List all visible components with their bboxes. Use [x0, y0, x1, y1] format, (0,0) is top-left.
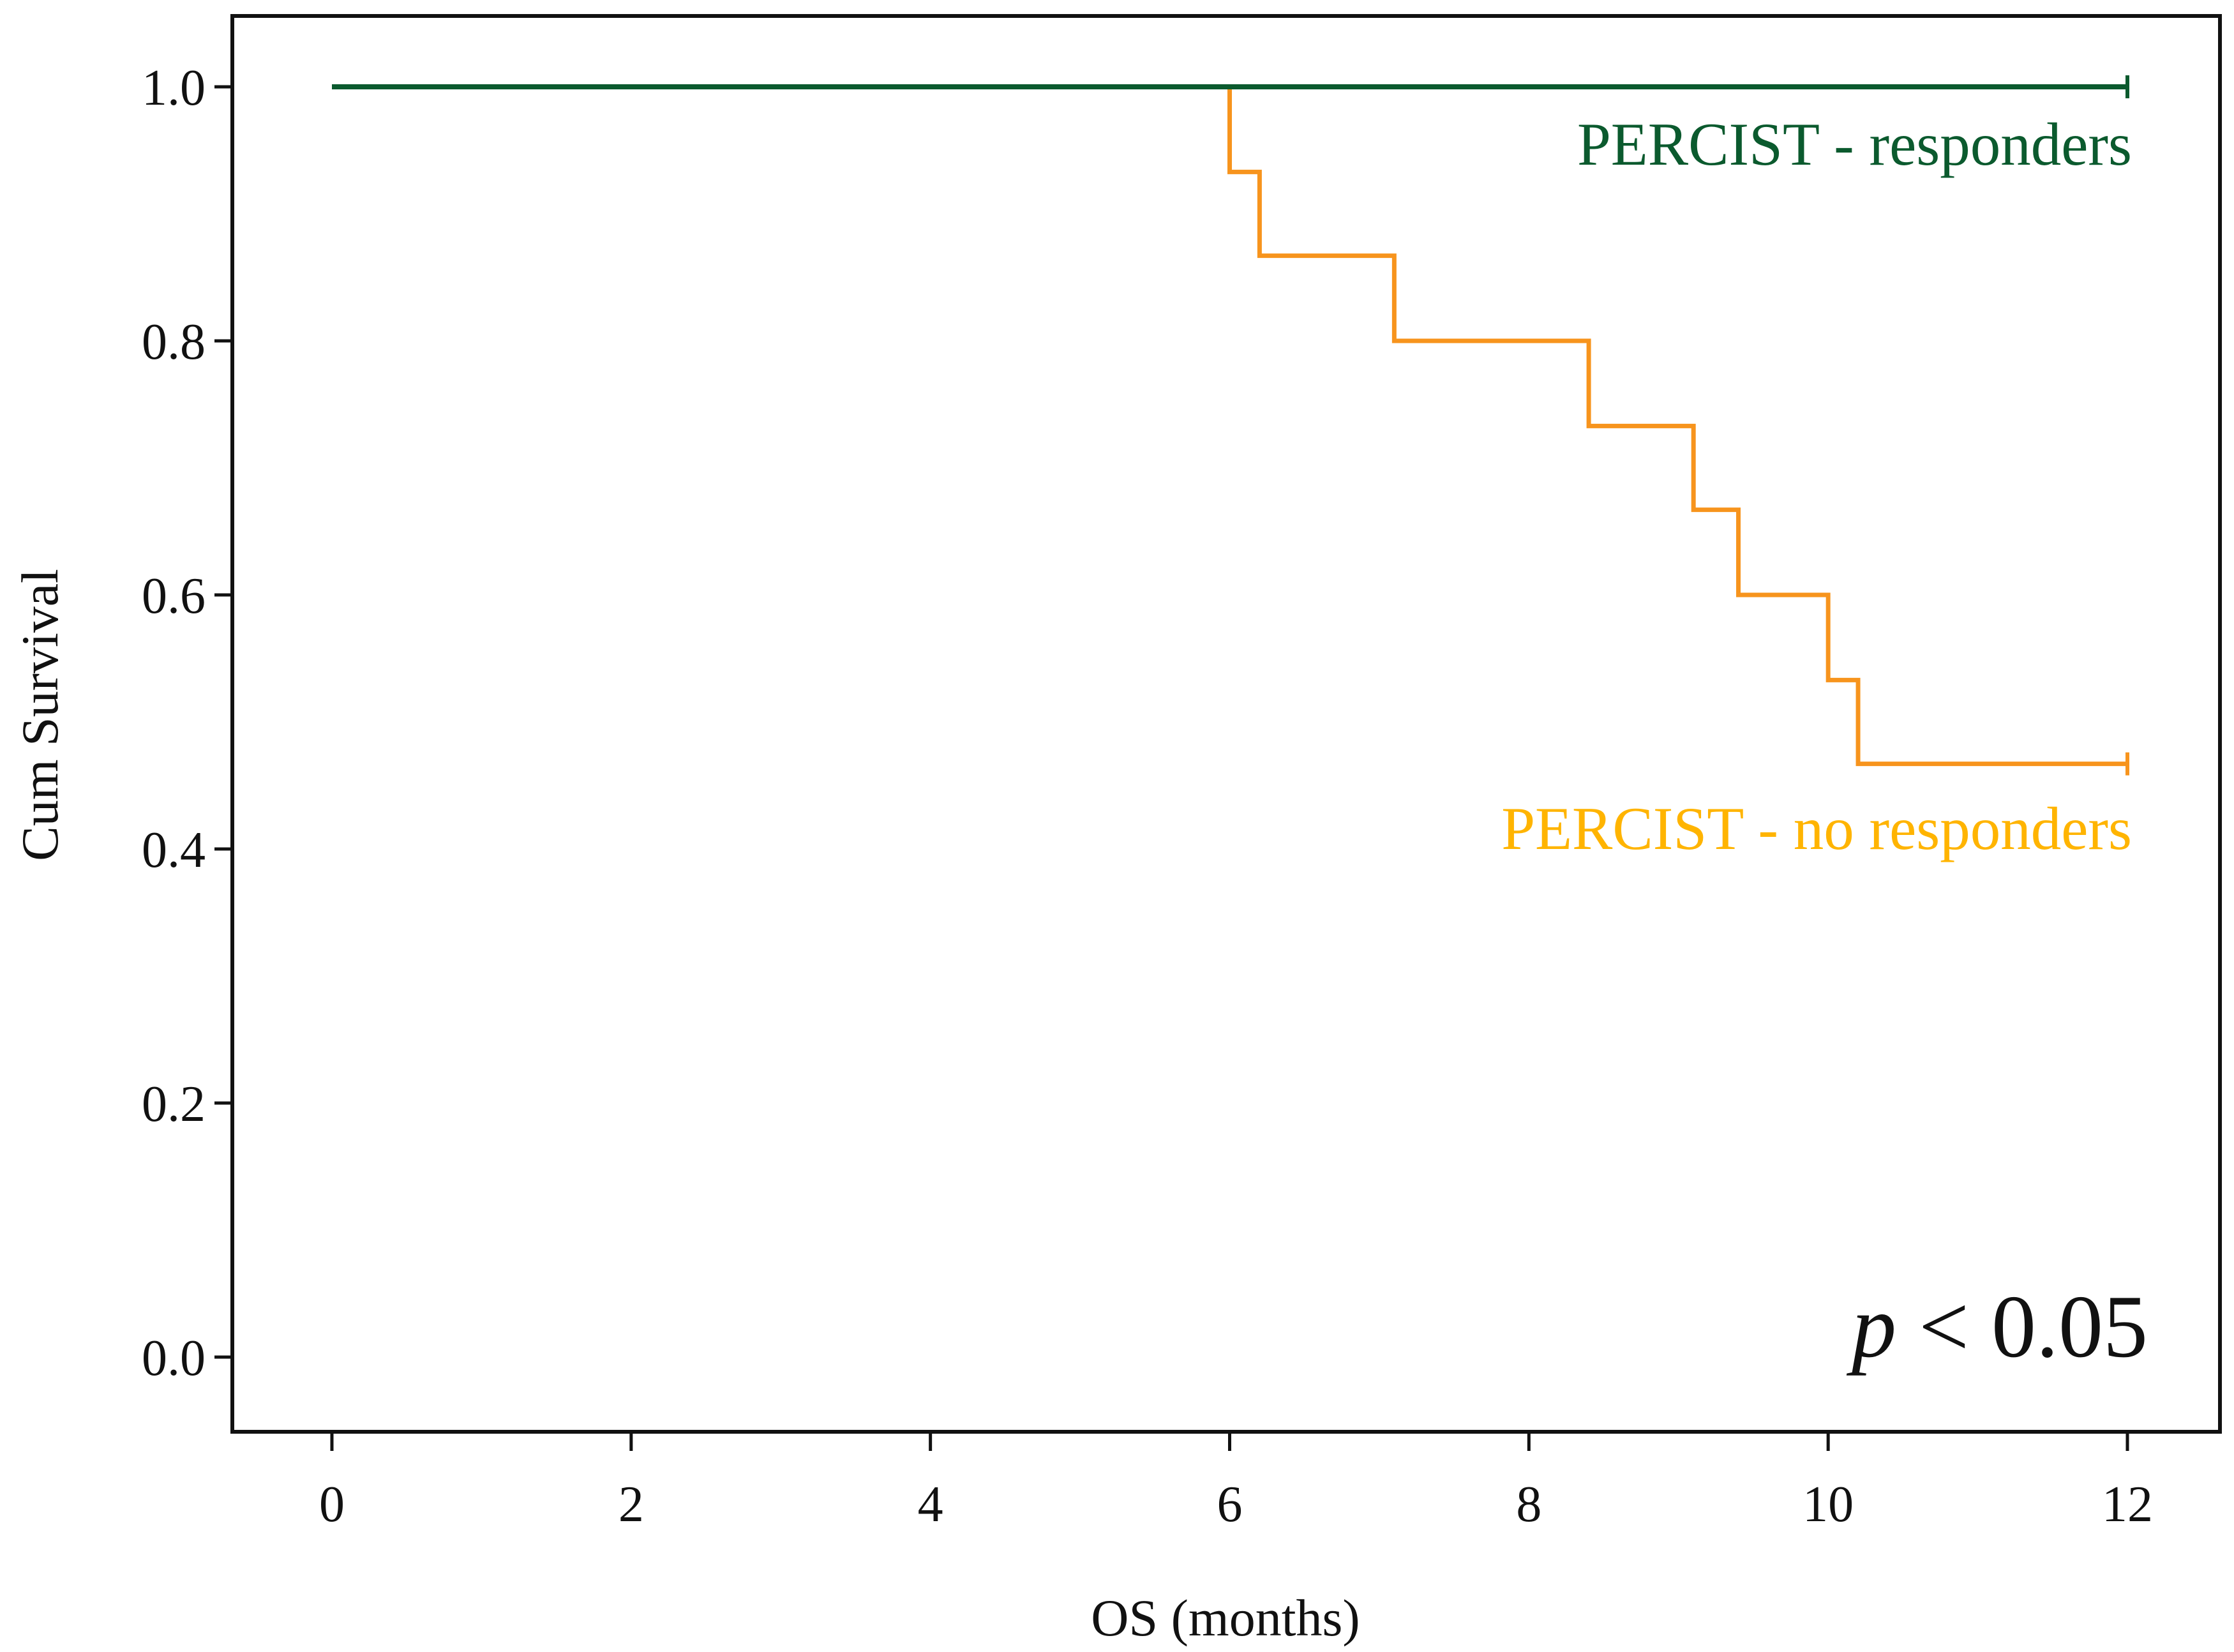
- x-tick-label: 0: [319, 1476, 345, 1533]
- p-value-symbol: p: [1846, 1277, 1896, 1376]
- x-tick-label: 2: [618, 1476, 644, 1533]
- series-line-no-responders: [332, 84, 2127, 767]
- y-tick-label: 0.4: [142, 822, 206, 878]
- series-layer: [332, 75, 2129, 776]
- p-value-text: < 0.05: [1896, 1277, 2148, 1376]
- x-tick-label: 10: [1803, 1476, 1854, 1533]
- x-tick-label: 12: [2102, 1476, 2153, 1533]
- y-tick-label: 0.2: [142, 1076, 206, 1132]
- x-tick-label: 8: [1516, 1476, 1541, 1533]
- series-label-responders: PERCIST - responders: [1577, 110, 2132, 178]
- x-axis: 0 2 4 6 8 10 12: [319, 1432, 2153, 1533]
- y-tick-label: 1.0: [142, 60, 206, 116]
- y-axis-title: Cum Survival: [11, 569, 69, 861]
- p-value-annotation: p < 0.05: [1846, 1277, 2148, 1376]
- series-label-no-responders: PERCIST - no responders: [1501, 795, 2132, 862]
- x-tick-label: 4: [918, 1476, 943, 1533]
- x-tick-label: 6: [1217, 1476, 1243, 1533]
- x-axis-title: OS (months): [1091, 1589, 1360, 1647]
- y-tick-label: 0.0: [142, 1330, 206, 1386]
- y-tick-label: 0.8: [142, 314, 206, 370]
- plot-frame: [230, 14, 2222, 1434]
- y-axis: 0.0 0.2 0.4 0.6 0.8 1.0: [142, 60, 232, 1386]
- y-tick-label: 0.6: [142, 568, 206, 624]
